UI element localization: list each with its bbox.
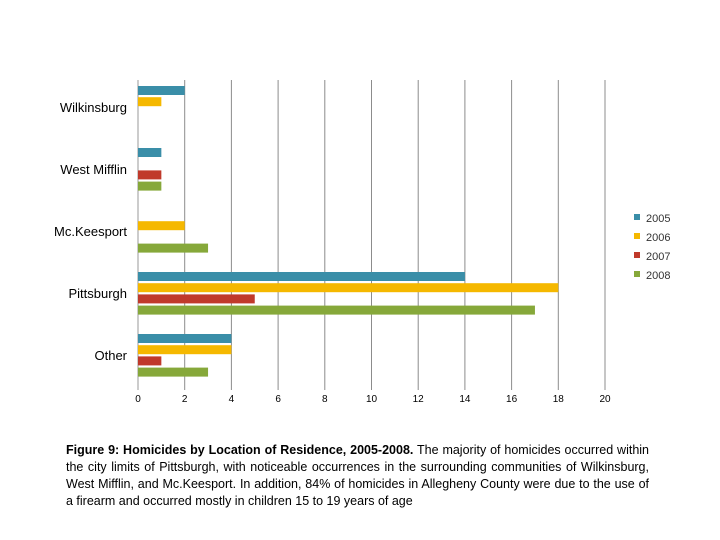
chart-bars	[138, 86, 559, 377]
bar-other-2008	[138, 367, 209, 377]
category-label-pittsburgh: Pittsburgh	[68, 286, 127, 301]
bar-pittsburgh-2007	[138, 294, 255, 304]
bar-mc-keesport-2006	[138, 221, 185, 231]
category-label-other: Other	[94, 348, 127, 363]
legend-label-2006: 2006	[646, 232, 670, 244]
bar-pittsburgh-2008	[138, 305, 535, 315]
x-tick-4: 4	[229, 394, 235, 405]
x-tick-8: 8	[322, 394, 328, 405]
legend-swatch-2006	[634, 233, 640, 239]
legend-swatch-2005	[634, 214, 640, 220]
chart-legend: 2005 2006 2007 2008	[634, 213, 670, 282]
legend-swatch-2007	[634, 252, 640, 258]
homicides-bar-chart: Wilkinsburg West Mifflin Mc.Keesport Pittsb…	[54, 80, 670, 405]
category-label-wilkinsburg: Wilkinsburg	[60, 100, 127, 115]
x-tick-12: 12	[413, 394, 425, 405]
x-tick-14: 14	[459, 394, 471, 405]
bar-pittsburgh-2006	[138, 283, 559, 293]
bar-west-mifflin-2007	[138, 170, 162, 180]
legend-label-2005: 2005	[646, 213, 670, 225]
bar-wilkinsburg-2005	[138, 86, 185, 95]
bar-mc-keesport-2008	[138, 243, 209, 253]
category-label-west-mifflin: West Mifflin	[60, 162, 127, 177]
bar-other-2006	[138, 345, 232, 355]
bar-other-2007	[138, 356, 162, 366]
x-tick-18: 18	[553, 394, 565, 405]
x-tick-6: 6	[275, 394, 281, 405]
legend-label-2007: 2007	[646, 251, 670, 263]
x-tick-10: 10	[366, 394, 378, 405]
x-tick-labels: 0 2 4 6 8 10 12 14 16 18 20	[135, 394, 611, 405]
caption-title: Figure 9: Homicides by Location of Resid…	[66, 443, 414, 457]
bar-wilkinsburg-2006	[138, 97, 162, 107]
bar-west-mifflin-2008	[138, 181, 162, 191]
x-tick-20: 20	[599, 394, 611, 405]
bar-other-2005	[138, 334, 232, 343]
figure-caption: Figure 9: Homicides by Location of Resid…	[66, 442, 649, 510]
x-tick-0: 0	[135, 394, 141, 405]
bar-pittsburgh-2005	[138, 272, 465, 281]
caption-body: The majority of homicides occurred withi…	[66, 443, 649, 508]
x-tick-2: 2	[182, 394, 188, 405]
category-label-mc-keesport: Mc.Keesport	[54, 224, 127, 239]
legend-swatch-2008	[634, 271, 640, 277]
x-tick-16: 16	[506, 394, 518, 405]
category-labels: Wilkinsburg West Mifflin Mc.Keesport Pittsb…	[54, 100, 128, 363]
legend-label-2008: 2008	[646, 270, 670, 282]
chart-grid	[137, 80, 606, 390]
bar-west-mifflin-2005	[138, 148, 162, 157]
